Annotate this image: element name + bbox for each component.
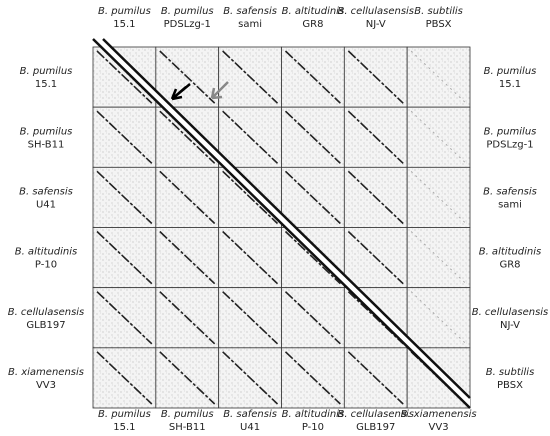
black-arrow [170,83,191,101]
species-label: B. safensis [19,186,73,197]
species-label: B. altitudinis [479,247,542,258]
species-label: B. subtilis [486,367,535,378]
alignment-diagonal [159,351,216,405]
alignment-diagonal [222,110,279,164]
strain-label: PDSLzg-1 [164,19,211,30]
alignment-diagonal [159,291,216,345]
alignment-diagonal [284,291,341,345]
strain-label: SH-B11 [169,422,206,433]
species-label: B. pumilus [98,6,151,17]
strain-label: 15.1 [113,19,135,30]
alignment-diagonal [410,231,467,285]
species-label: B. pumilus [484,126,537,137]
alignment-diagonal [159,170,216,225]
alignment-diagonal [96,351,153,405]
strain-label: PBSX [497,380,523,391]
alignment-diagonal [96,170,153,225]
species-label: B. safensis [483,186,537,197]
diagonal-line [92,38,471,409]
species-label: B. safensis [223,6,277,17]
alignment-diagonal [410,170,467,224]
strain-label: GLB197 [26,320,65,331]
strain-label: VV3 [36,380,56,391]
alignment-diagonal [284,230,341,285]
species-label: B. altitudinis [282,409,345,420]
alignment-diagonal [159,50,216,104]
alignment-diagonal [222,351,279,405]
strain-label: 15.1 [113,422,135,433]
species-label: B. cellulasensis [337,409,414,420]
alignment-diagonal [410,291,467,345]
strain-label: GR8 [302,19,323,30]
strain-label: sami [238,19,262,30]
species-label: B. cellulasensis [8,307,85,318]
species-label: B. xiamenensis [8,367,84,378]
species-label: B. pumilus [484,66,537,77]
alignment-diagonal [222,291,279,345]
strain-label: VV3 [429,422,449,433]
species-label: B. pumilus [20,126,73,137]
species-label: B. pumilus [98,409,151,420]
species-label: B. subtilis [414,6,463,17]
labels: B. pumilus 15.1 B. pumilus PDSLzg-1 B. safen… [8,6,549,433]
alignment-diagonal [159,110,216,164]
strain-label: U41 [36,199,56,210]
species-label: B. cellulasensis [472,307,549,318]
strain-label: PDSLzg-1 [486,139,533,150]
alignment-diagonal [284,110,341,164]
alignment-diagonal [347,110,404,164]
strain-label: U41 [240,422,260,433]
alignment-diagonal [159,230,216,285]
strain-label: NJ-V [500,320,520,331]
alignment-diagonal [222,50,279,104]
alignment-diagonal [284,170,341,225]
species-label: B. pumilus [161,6,214,17]
strain-label: NJ-V [366,19,386,30]
species-label: B. altitudinis [15,247,78,258]
alignment-diagonal [222,230,279,285]
species-label: B. altitudinis [282,6,345,17]
alignment-diagonal [347,230,404,285]
alignment-diagonal [347,50,404,104]
species-label: B. pumilus [161,409,214,420]
strain-label: P-10 [35,260,57,271]
alignment-diagonal [410,110,467,164]
alignment-diagonal [96,291,153,345]
matrix [92,38,471,409]
alignment-diagonal [347,170,404,225]
alignment-diagonal [96,230,153,285]
alignment-diagonal [347,351,404,405]
strain-label: P-10 [302,422,324,433]
strain-label: PBSX [426,19,452,30]
species-label: B. safensis [223,409,277,420]
strain-label: GLB197 [356,422,395,433]
alignment-diagonal [96,110,153,164]
strain-label: 15.1 [499,79,521,90]
strain-label: sami [498,199,522,210]
diagonal-line [102,38,471,399]
strain-label: SH-B11 [28,139,65,150]
strain-label: GR8 [499,260,520,271]
strain-label: 15.1 [35,79,57,90]
species-label: B. cellulasensis [337,6,414,17]
alignment-diagonal [284,50,341,104]
alignment-diagonal [410,50,467,104]
alignment-diagonal [96,50,153,104]
species-label: B. xiamenensis [401,409,477,420]
alignment-diagonal [284,351,341,405]
species-label: B. pumilus [20,66,73,77]
alignment-diagonal [222,170,279,225]
gray-arrow [210,81,229,100]
